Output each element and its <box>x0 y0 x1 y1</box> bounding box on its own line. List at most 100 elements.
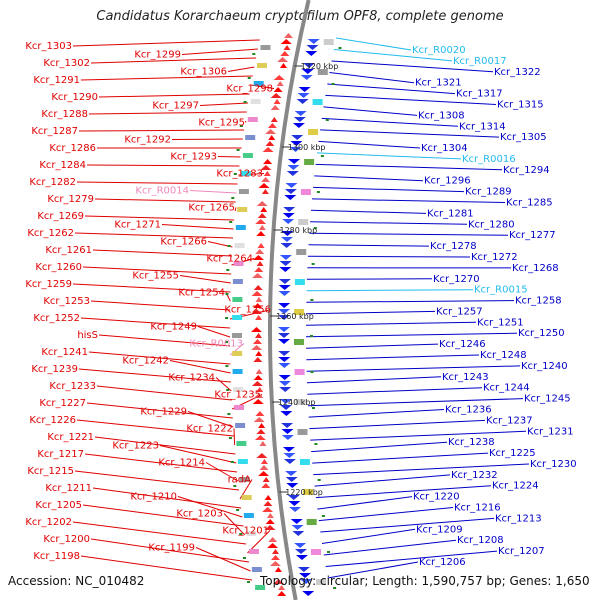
gene-arrow-forward <box>280 39 292 44</box>
gene-arrow-reverse <box>300 579 312 584</box>
gene-label-left: Kcr_1202 <box>25 517 72 528</box>
gene-arrow-reverse <box>305 51 318 56</box>
connector-line <box>307 255 471 258</box>
connector-line <box>84 215 235 221</box>
gene-arrow-forward <box>251 381 263 386</box>
gene-arrow-reverse <box>285 477 298 482</box>
connector-line <box>306 289 474 292</box>
gene-arrow-forward <box>262 147 274 152</box>
gene-arrow-forward <box>269 561 281 566</box>
dot-marker <box>227 413 231 415</box>
gene-label-right: Kcr_R0020 <box>412 45 466 56</box>
connector-line <box>306 343 439 349</box>
dot-marker <box>338 47 342 49</box>
gene-arrow-forward <box>263 159 273 164</box>
connector-line <box>92 487 242 509</box>
gene-label-left: Kcr_1241 <box>41 347 88 358</box>
dot-marker <box>320 155 324 157</box>
dot-marker <box>317 479 321 481</box>
dot-marker <box>243 101 247 103</box>
gene-arrow-reverse <box>280 411 293 416</box>
connector-line <box>161 224 234 230</box>
gene-label-right: Kcr_1250 <box>518 328 565 339</box>
connector-line <box>76 181 238 185</box>
gene-label-right: Kcr_1258 <box>515 296 562 307</box>
gene-arrow-reverse <box>281 435 294 440</box>
gene-block <box>243 513 254 518</box>
dot-marker <box>236 149 240 151</box>
gene-arrow-reverse <box>282 213 295 218</box>
gene-label-left: Kcr_1269 <box>37 211 84 222</box>
dot-marker <box>325 119 329 121</box>
kbp-label: 1260 kbp <box>276 312 314 321</box>
gene-label-right: Kcr_R0017 <box>453 56 507 67</box>
connector-line <box>314 175 424 182</box>
gene-label-left: Kcr_1259 <box>25 279 72 290</box>
connector-line <box>311 198 506 203</box>
gene-label-right: Kcr_1272 <box>471 252 518 263</box>
gene-label-left: Kcr_1198 <box>33 551 80 562</box>
connector-line <box>309 232 509 236</box>
connector-line <box>317 496 413 510</box>
connector-line <box>310 221 468 225</box>
gene-label-left: Kcr_1222 <box>186 424 233 435</box>
connector-line <box>327 561 419 579</box>
gene-block <box>241 495 252 500</box>
gene-arrow-forward <box>270 117 278 122</box>
gene-block <box>232 297 243 302</box>
dot-marker <box>236 509 240 511</box>
kbp-label: 1320 kbp <box>301 62 339 71</box>
gene-label-right: Kcr_1238 <box>448 437 495 448</box>
gene-arrow-forward <box>256 261 264 266</box>
gene-arrow-reverse <box>286 171 299 176</box>
gene-arrow-forward <box>262 477 270 482</box>
gene-arrow-forward <box>274 567 282 572</box>
gene-block <box>251 567 262 572</box>
gene-label-left: Kcr_1242 <box>122 356 169 367</box>
gene-arrow-forward <box>256 429 266 434</box>
gene-block <box>239 477 250 482</box>
connector-line <box>169 360 231 374</box>
kbp-label: 1220 kbp <box>285 488 323 497</box>
connector-line <box>321 117 459 127</box>
connector-line <box>336 37 412 51</box>
gene-arrow-reverse <box>278 303 291 308</box>
dot-marker <box>239 125 243 127</box>
gene-arrow-forward <box>255 249 265 254</box>
gene-label-right: Kcr_1314 <box>459 121 506 132</box>
gene-arrow-forward <box>259 465 269 470</box>
gene-label-right: Kcr_1220 <box>413 492 460 503</box>
gene-arrow-reverse <box>280 405 292 410</box>
connector-line <box>92 249 232 257</box>
gene-label-right: Kcr_R0015 <box>474 285 528 296</box>
gene-arrow-forward <box>266 513 274 518</box>
connector-line <box>159 445 237 464</box>
gene-label-left: Kcr_1261 <box>45 245 92 256</box>
gene-arrow-forward <box>261 177 271 182</box>
gene-label-left: Kcr_1211 <box>45 483 92 494</box>
gene-arrow-forward <box>255 411 265 416</box>
dot-marker <box>331 83 335 85</box>
connector-line <box>215 377 232 392</box>
connector-line <box>329 72 415 84</box>
gene-label-left: Kcr_1203 <box>176 509 223 520</box>
connector-line <box>306 354 480 361</box>
gene-arrow-reverse <box>285 471 298 476</box>
gene-arrow-forward <box>255 219 267 224</box>
label-connector-lines <box>72 37 530 581</box>
gene-arrow-reverse <box>289 507 302 512</box>
gene-label-right: Kcr_1317 <box>456 89 503 100</box>
gene-arrow-forward <box>273 87 283 92</box>
connector-line <box>94 198 236 203</box>
gene-label-right: Kcr_1304 <box>421 143 468 154</box>
connector-line <box>315 485 492 499</box>
connector-line <box>306 376 442 384</box>
gene-arrow-forward <box>264 525 276 530</box>
connector-line <box>306 300 515 303</box>
gene-block <box>294 369 305 375</box>
gene-arrow-forward <box>258 423 266 428</box>
gene-arrow-reverse <box>278 339 290 344</box>
gene-label-left: Kcr_R0014 <box>135 186 189 197</box>
gene-arrow-reverse <box>283 207 296 212</box>
connector-line <box>80 75 253 81</box>
